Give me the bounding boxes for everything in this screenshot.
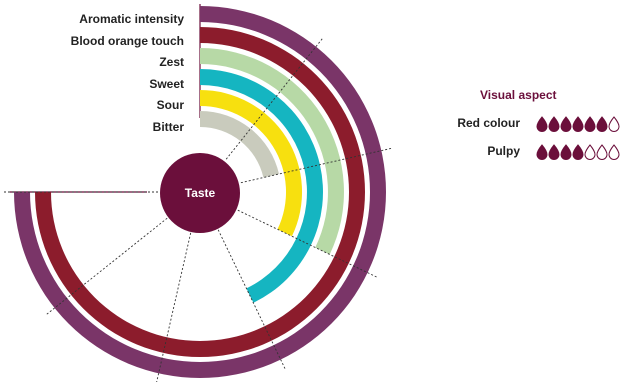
- drop-filled-icon: [572, 116, 584, 132]
- visual-row-label: Pulpy: [487, 144, 520, 158]
- visual-aspect-title: Visual aspect: [480, 88, 557, 102]
- drop-filled-icon: [536, 116, 548, 132]
- series-label: Sour: [156, 98, 184, 112]
- series-label: Aromatic intensity: [79, 12, 184, 26]
- drop-filled-icon: [536, 144, 548, 160]
- drop-empty-icon: [596, 144, 608, 160]
- drop-filled-icon: [560, 144, 572, 160]
- drop-empty-icon: [584, 144, 596, 160]
- drop-filled-icon: [584, 116, 596, 132]
- ring-bar: [200, 69, 323, 303]
- scale-guide-line: [46, 217, 168, 315]
- scale-guide-line: [240, 147, 392, 184]
- scale-guide-line: [156, 232, 192, 382]
- center-label: Taste: [160, 153, 240, 233]
- visual-row-pulpy: Pulpy: [440, 144, 620, 160]
- drop-rating: [536, 116, 620, 132]
- series-label: Blood orange touch: [70, 34, 184, 48]
- drop-filled-icon: [548, 116, 560, 132]
- series-label: Sweet: [149, 77, 184, 91]
- scale-guide-line: [217, 229, 286, 369]
- scale-guide-line: [225, 38, 323, 160]
- series-label: Bitter: [152, 120, 184, 134]
- drop-empty-icon: [608, 116, 620, 132]
- ring-bar: [200, 48, 344, 255]
- drop-empty-icon: [608, 144, 620, 160]
- scale-guide-line: [237, 209, 377, 278]
- ring-bar: [200, 110, 279, 178]
- drop-rating: [536, 144, 620, 160]
- drop-filled-icon: [572, 144, 584, 160]
- visual-row-red-colour: Red colour: [440, 116, 620, 132]
- chart-rings: [4, 6, 392, 382]
- visual-row-label: Red colour: [457, 116, 520, 130]
- drop-filled-icon: [596, 116, 608, 132]
- series-label: Zest: [159, 55, 184, 69]
- drop-filled-icon: [548, 144, 560, 160]
- ring-bar: [200, 89, 303, 237]
- drop-filled-icon: [560, 116, 572, 132]
